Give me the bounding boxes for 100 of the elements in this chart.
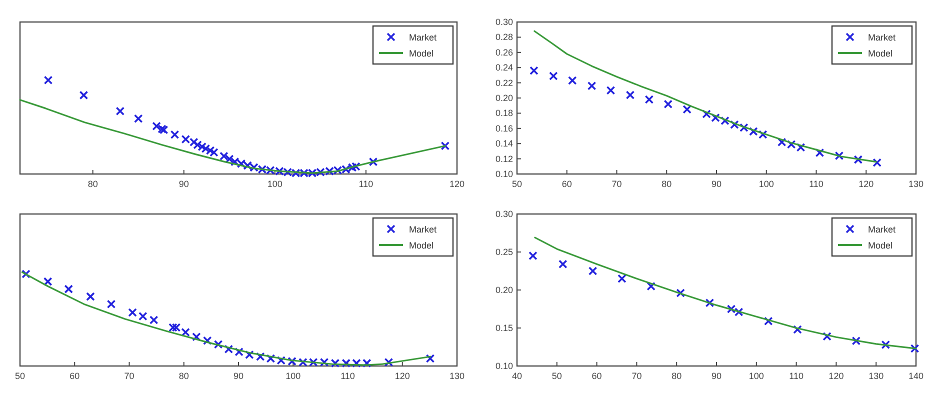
point xyxy=(881,340,890,350)
point xyxy=(134,114,143,124)
x-tick-label: 130 xyxy=(449,371,465,381)
x-tick-label: 50 xyxy=(512,179,522,189)
y-tick-label: 0.15 xyxy=(495,323,513,333)
x-tick-label: 110 xyxy=(789,371,804,381)
x-tick-label: 110 xyxy=(809,179,824,189)
point xyxy=(86,292,95,301)
y-tick-label: 0.30 xyxy=(495,17,513,27)
point xyxy=(749,127,758,136)
legend-label: Market xyxy=(868,32,896,42)
legend-label: Model xyxy=(409,48,434,58)
legend-label: Market xyxy=(409,224,438,234)
point xyxy=(587,81,596,90)
point xyxy=(720,116,730,126)
point xyxy=(106,300,116,308)
y-tick-label: 0.20 xyxy=(495,285,513,295)
x-tick-label: 90 xyxy=(711,179,722,189)
x-tick-label: 140 xyxy=(908,371,924,381)
point xyxy=(149,316,158,324)
point xyxy=(330,358,340,368)
x-tick-label: 120 xyxy=(449,179,465,189)
point xyxy=(568,76,577,85)
point xyxy=(234,348,244,356)
point xyxy=(793,325,802,334)
x-tick-label: 130 xyxy=(868,371,884,381)
point xyxy=(172,323,181,332)
y-tick-label: 0.18 xyxy=(495,108,513,118)
x-tick-label: 110 xyxy=(340,371,355,381)
y-tick-label: 0.24 xyxy=(495,62,513,73)
y-tick-label: 0.26 xyxy=(495,47,513,58)
point xyxy=(79,90,88,100)
point xyxy=(138,312,148,321)
point xyxy=(192,332,201,342)
point xyxy=(22,270,30,278)
y-tick-label: 0.25 xyxy=(495,247,513,257)
point xyxy=(764,316,773,326)
point xyxy=(170,130,180,139)
point xyxy=(711,113,720,122)
point xyxy=(910,344,920,353)
point xyxy=(426,354,435,363)
x-tick-label: 90 xyxy=(233,371,244,381)
point xyxy=(320,358,329,367)
point xyxy=(210,148,218,157)
point xyxy=(116,106,125,116)
x-tick-label: 80 xyxy=(662,179,672,189)
point xyxy=(528,251,538,260)
point xyxy=(224,344,234,354)
y-tick-label: 0.16 xyxy=(495,123,513,134)
point xyxy=(181,328,190,337)
x-tick-label: 80 xyxy=(178,371,189,381)
x-tick-label: 110 xyxy=(358,179,374,189)
x-tick-label: 120 xyxy=(858,179,874,189)
point xyxy=(626,90,635,100)
point xyxy=(815,148,824,158)
x-tick-label: 50 xyxy=(14,371,26,381)
x-tick-label: 100 xyxy=(267,179,282,189)
point xyxy=(676,288,685,298)
point xyxy=(43,277,52,286)
point xyxy=(618,274,626,283)
y-tick-label: 0.28 xyxy=(495,32,513,42)
point xyxy=(852,336,861,346)
point xyxy=(796,143,806,152)
point xyxy=(588,266,598,276)
point xyxy=(202,336,212,346)
point xyxy=(822,332,832,341)
x-tick-label: 120 xyxy=(828,371,844,381)
point xyxy=(368,157,378,166)
x-tick-label: 80 xyxy=(672,371,682,381)
point xyxy=(168,323,178,332)
point xyxy=(384,358,394,367)
x-tick-label: 100 xyxy=(748,371,764,381)
x-tick-label: 60 xyxy=(70,371,80,381)
y-tick-label: 0.30 xyxy=(495,209,513,219)
point xyxy=(758,130,768,139)
y-tick-label: 0.22 xyxy=(495,78,513,88)
point xyxy=(256,352,265,362)
legend-label: Market xyxy=(409,32,438,42)
line-series xyxy=(534,236,917,350)
x-tick-label: 120 xyxy=(394,371,410,381)
point xyxy=(266,354,276,363)
point xyxy=(352,162,360,171)
point xyxy=(854,155,863,164)
point xyxy=(214,340,223,349)
point xyxy=(740,123,748,132)
point xyxy=(558,260,568,269)
x-tick-label: 60 xyxy=(562,179,572,189)
legend-label: Model xyxy=(409,240,434,250)
point xyxy=(872,158,882,167)
x-tick-label: 40 xyxy=(512,371,522,381)
legend-label: Model xyxy=(868,240,893,250)
legend-label: Model xyxy=(868,48,893,58)
x-tick-label: 70 xyxy=(612,179,622,189)
legend-label: Market xyxy=(868,224,896,234)
point xyxy=(44,76,53,85)
y-tick-label: 0.10 xyxy=(495,169,513,179)
x-tick-label: 60 xyxy=(592,371,602,381)
x-tick-label: 90 xyxy=(711,371,722,381)
y-tick-label: 0.14 xyxy=(495,138,513,149)
point xyxy=(682,105,692,114)
